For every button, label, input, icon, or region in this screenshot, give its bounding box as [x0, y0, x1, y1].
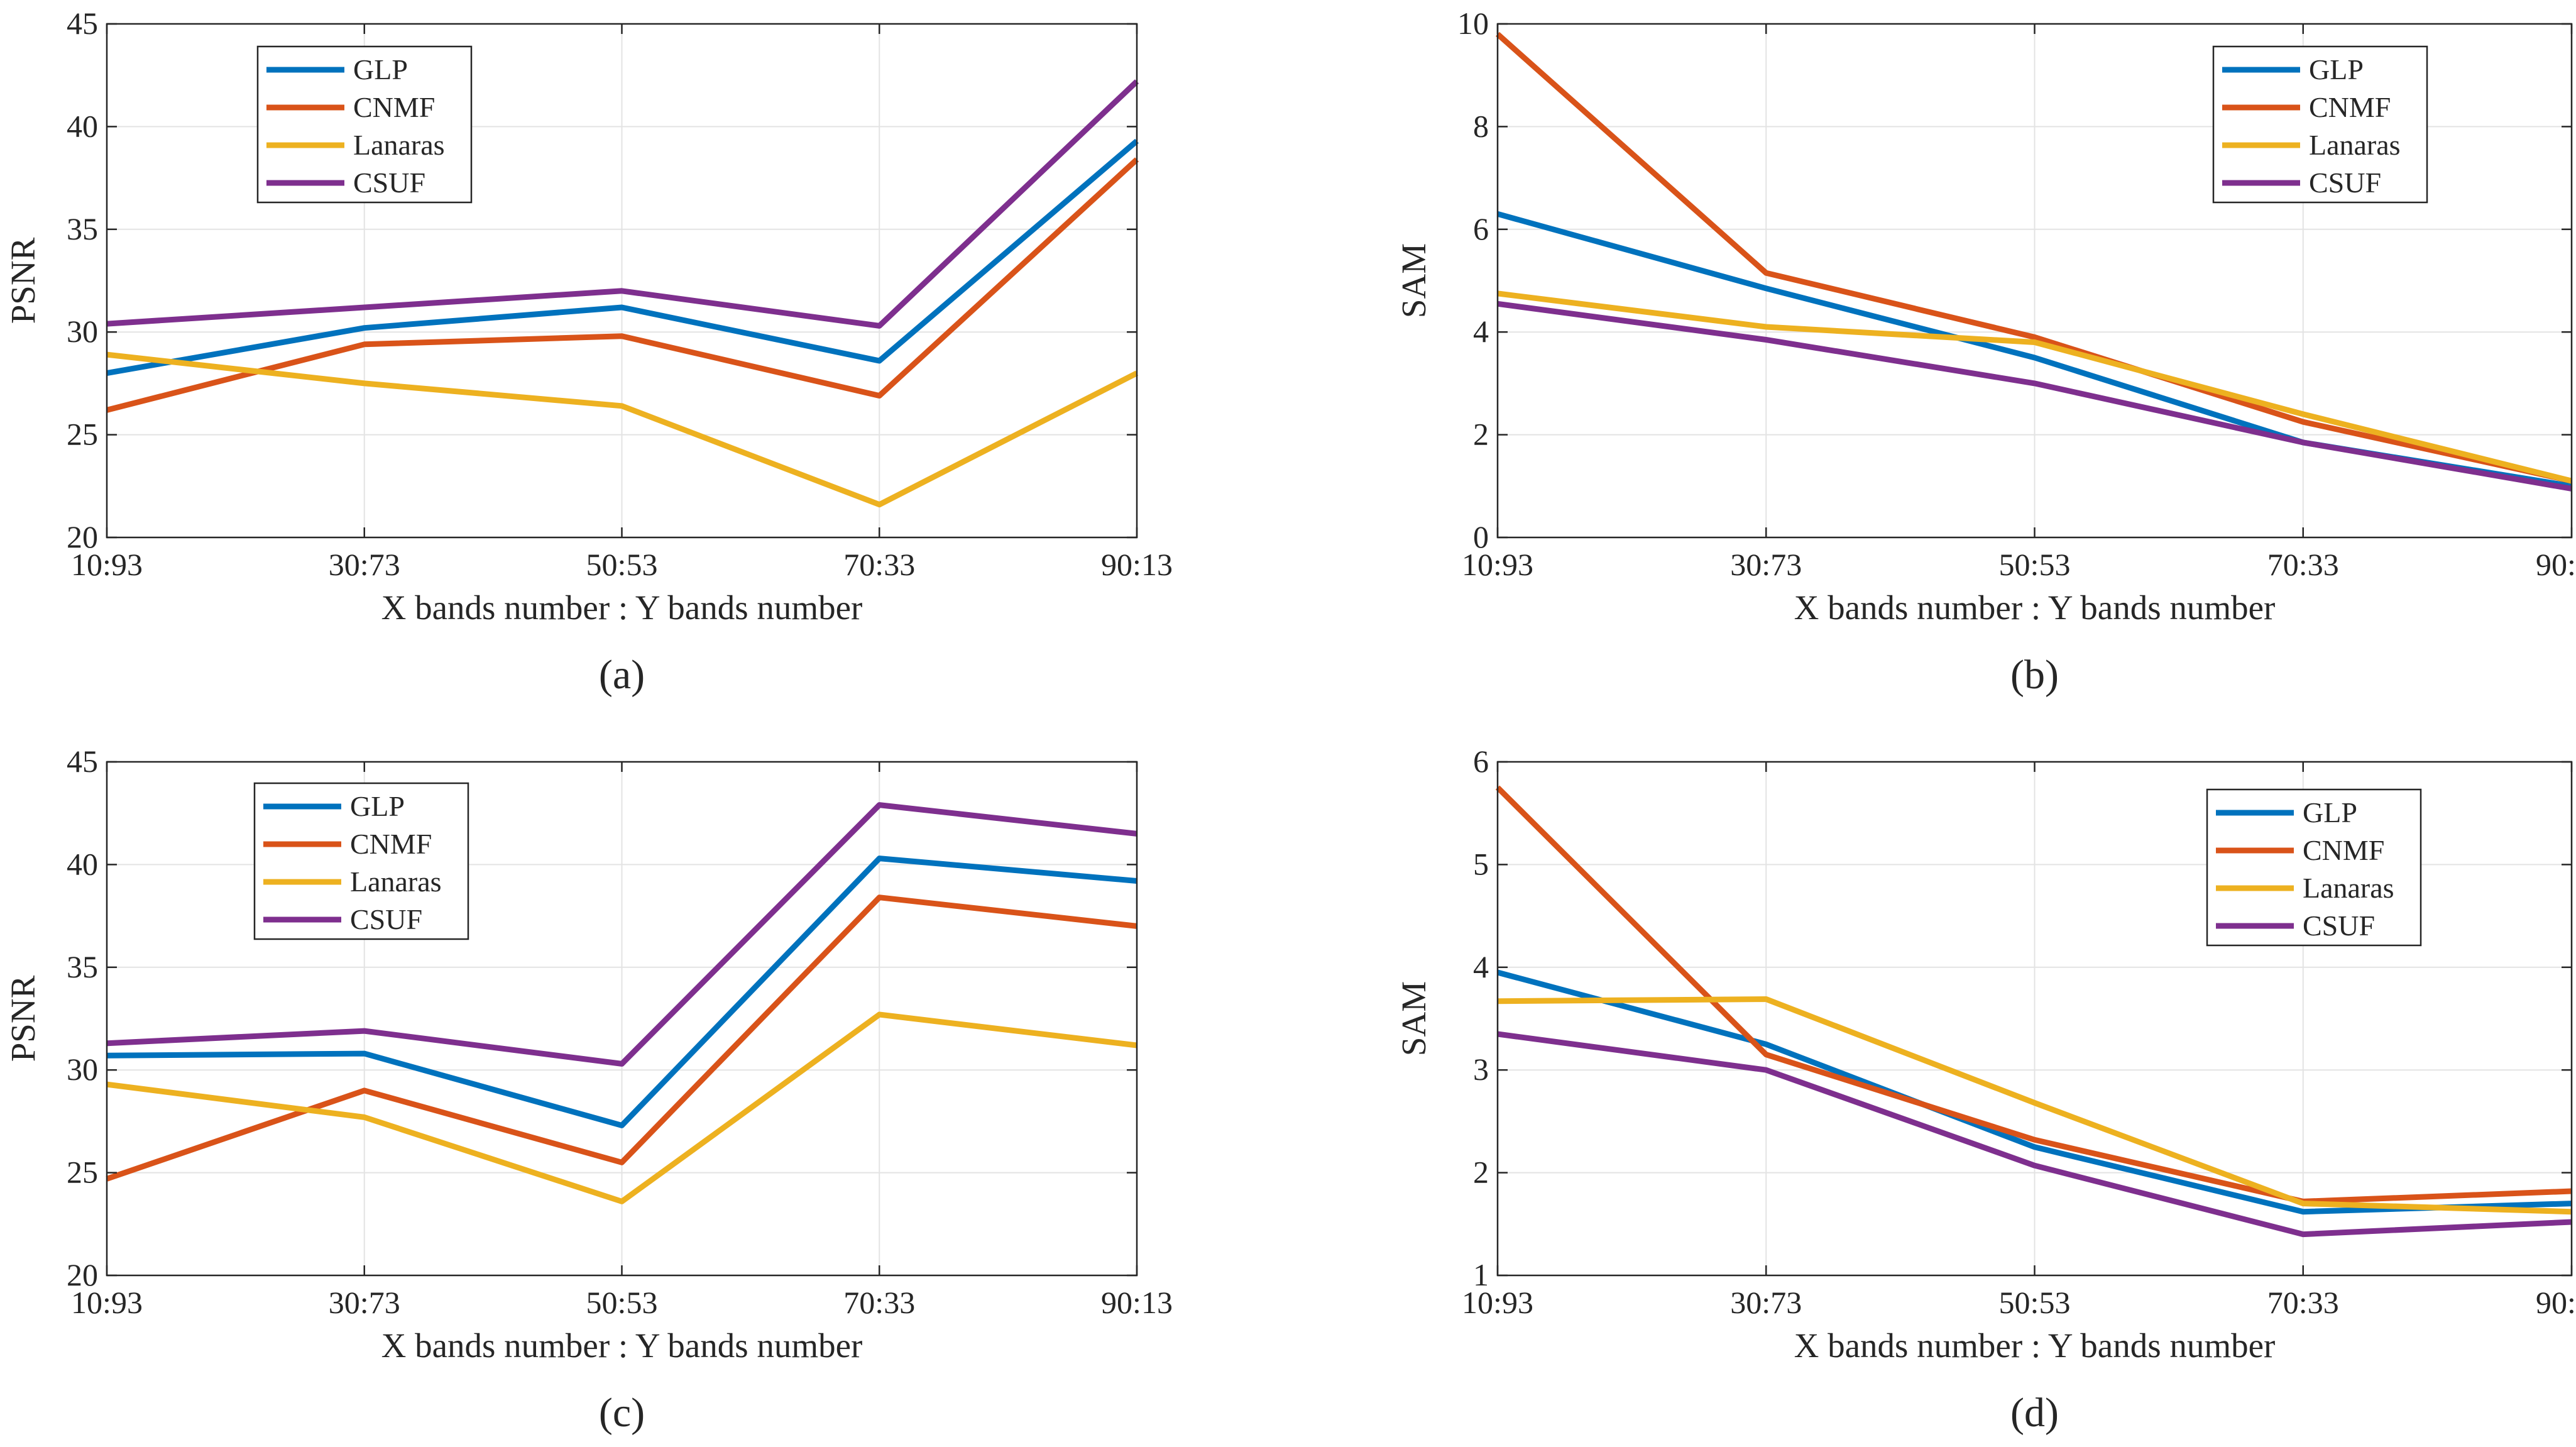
series-line-cnmf [106, 157, 1139, 413]
x-tick-label: 50:53 [1999, 547, 2071, 582]
series-line-lanaras [106, 351, 1139, 508]
y-tick-label: 40 [67, 846, 98, 881]
x-tick-label: 50:53 [1999, 1285, 2071, 1320]
legend-label-lanaras: Lanaras [2309, 129, 2401, 161]
legend-label-cnmf: CNMF [350, 828, 432, 860]
series-line-csuf [106, 79, 1139, 329]
x-tick-label: 70:33 [843, 1285, 915, 1320]
legend-label-csuf: CSUF [2303, 910, 2375, 942]
y-tick-label: 1 [1473, 1257, 1489, 1292]
y-tick-label: 45 [67, 744, 98, 779]
y-tick-label: 35 [67, 949, 98, 984]
x-tick-label: 50:53 [586, 1285, 658, 1320]
x-tick-label: 10:93 [1462, 547, 1533, 582]
legend-label-glp: GLP [350, 790, 405, 822]
panel-label: (c) [599, 1390, 645, 1436]
legend: GLP CNMF Lanaras CSUF [253, 782, 469, 940]
legend-label-glp: GLP [2303, 796, 2357, 828]
chart-panel-d: 1 2 3 4 5 6 10:93 30:73 50:53 70:33 90:13 X bands n… [1395, 744, 2576, 1436]
y-tick-label: 40 [67, 108, 98, 143]
legend-label-cnmf: CNMF [353, 91, 435, 123]
series-line-csuf [1497, 300, 2572, 492]
y-tick-label: 30 [67, 1052, 98, 1087]
legend-label-glp: GLP [353, 53, 408, 85]
legend-label-glp: GLP [2309, 53, 2364, 85]
y-tick-label: 25 [67, 417, 98, 452]
x-tick-label: 30:73 [329, 1285, 400, 1320]
legend-label-csuf: CSUF [353, 167, 425, 199]
series-line-glp [106, 856, 1137, 1128]
series-line-cnmf [1495, 785, 2572, 1204]
panel-label: (a) [599, 652, 645, 698]
panel-label: (b) [2010, 652, 2059, 698]
legend-box [256, 45, 473, 204]
legend-label-cnmf: CNMF [2303, 834, 2384, 866]
y-axis-label: SAM [1395, 243, 1433, 318]
y-tick-label: 30 [67, 314, 98, 349]
y-tick-label: 2 [1473, 417, 1489, 452]
y-tick-label: 3 [1473, 1052, 1489, 1087]
x-tick-label: 10:93 [71, 1285, 143, 1320]
y-tick-label: 10 [1457, 6, 1489, 41]
x-axis-label: X bands number : Y bands number [1794, 588, 2276, 627]
x-axis-label: X bands number : Y bands number [1794, 1326, 2276, 1365]
x-axis-label: X bands number : Y bands number [381, 588, 863, 627]
legend-label-csuf: CSUF [350, 903, 422, 935]
y-tick-label: 4 [1473, 949, 1489, 984]
y-axis-label: PSNR [4, 237, 42, 324]
chart-panel-b: 0 2 4 6 8 10 10:93 30:73 50:53 70:33 90:13 X bands … [1395, 6, 2576, 698]
x-tick-label: 30:73 [1730, 547, 1802, 582]
legend: GLP CNMF Lanaras CSUF [2212, 45, 2428, 204]
series-line-lanaras [1497, 996, 2572, 1215]
x-tick-label: 90:13 [2536, 547, 2576, 582]
y-tick-label: 0 [1473, 519, 1489, 554]
x-tick-label: 90:13 [2536, 1285, 2576, 1320]
series-line-csuf [106, 802, 1137, 1067]
legend-label-lanaras: Lanaras [350, 866, 442, 898]
x-tick-label: 50:53 [586, 547, 658, 582]
series-line-cnmf [106, 894, 1137, 1182]
series-line-cnmf [1496, 31, 2572, 484]
series-line-csuf [1497, 1031, 2572, 1238]
x-tick-label: 30:73 [1730, 1285, 1802, 1320]
y-tick-label: 35 [67, 211, 98, 246]
legend: GLP CNMF Lanaras CSUF [256, 45, 473, 204]
series-line-glp [106, 138, 1139, 377]
legend-label-cnmf: CNMF [2309, 91, 2391, 123]
legend-label-csuf: CSUF [2309, 167, 2381, 199]
y-tick-label: 2 [1473, 1155, 1489, 1190]
series-line-lanaras [106, 1011, 1137, 1204]
chart-panel-c: 20 25 30 35 40 45 10:93 30:73 50:53 70:33 90:13 X b… [4, 744, 1173, 1436]
panel-label: (d) [2010, 1390, 2059, 1436]
y-tick-label: 20 [67, 1257, 98, 1292]
legend: GLP CNMF Lanaras CSUF [2206, 788, 2422, 947]
x-axis-label: X bands number : Y bands number [381, 1326, 863, 1365]
y-tick-label: 5 [1473, 846, 1489, 881]
legend-label-lanaras: Lanaras [353, 129, 445, 161]
y-axis-label: SAM [1395, 981, 1433, 1056]
y-tick-label: 25 [67, 1155, 98, 1190]
x-tick-label: 70:33 [2267, 547, 2339, 582]
y-tick-label: 4 [1473, 314, 1489, 349]
y-tick-label: 20 [67, 519, 98, 554]
y-tick-label: 8 [1473, 108, 1489, 143]
x-tick-label: 10:93 [1462, 1285, 1533, 1320]
y-tick-label: 6 [1473, 211, 1489, 246]
y-tick-label: 45 [67, 6, 98, 41]
x-tick-label: 30:73 [329, 547, 400, 582]
chart-panel-a: 20 25 30 35 40 45 10:93 30:73 50:53 70:33 90:13 X b… [4, 6, 1173, 698]
y-axis-label: PSNR [4, 975, 42, 1062]
x-tick-label: 70:33 [843, 547, 915, 582]
x-tick-label: 90:13 [1101, 547, 1173, 582]
x-tick-label: 90:13 [1101, 1285, 1173, 1320]
y-tick-label: 6 [1473, 744, 1489, 779]
x-tick-label: 10:93 [71, 547, 143, 582]
legend-label-lanaras: Lanaras [2303, 872, 2394, 904]
x-tick-label: 70:33 [2267, 1285, 2339, 1320]
series-line-lanaras [1497, 290, 2573, 484]
